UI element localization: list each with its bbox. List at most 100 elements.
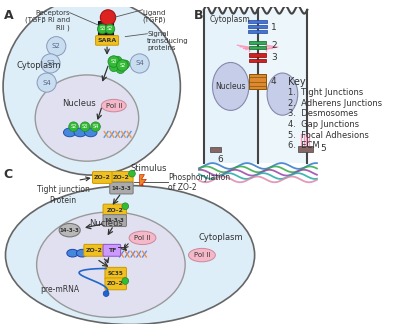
Text: ZO-2: ZO-2 (94, 175, 111, 180)
Text: S2: S2 (119, 63, 126, 68)
Text: ZO-2: ZO-2 (107, 281, 124, 286)
Circle shape (117, 60, 128, 71)
Text: ZO-2: ZO-2 (86, 248, 103, 253)
Circle shape (105, 24, 115, 34)
Text: 14-3-3: 14-3-3 (111, 185, 132, 191)
Text: S2: S2 (71, 124, 77, 129)
Circle shape (47, 37, 66, 56)
Ellipse shape (101, 99, 126, 112)
Circle shape (97, 24, 107, 34)
Text: Signal
transducing
proteins: Signal transducing proteins (147, 31, 189, 51)
Ellipse shape (67, 249, 78, 257)
Text: Tight junction
Protein: Tight junction Protein (36, 185, 89, 205)
Text: pre-mRNA: pre-mRNA (41, 285, 80, 294)
Bar (106, 21, 113, 38)
Circle shape (37, 73, 56, 92)
Circle shape (103, 291, 109, 297)
Circle shape (100, 10, 115, 25)
Circle shape (129, 170, 135, 177)
Text: Pol II: Pol II (105, 103, 122, 109)
Text: SC35: SC35 (108, 271, 124, 276)
Text: 6.  ECM: 6. ECM (288, 141, 320, 150)
Text: TF: TF (107, 248, 116, 253)
Circle shape (113, 56, 122, 65)
Bar (249, 53, 266, 57)
Bar (248, 30, 267, 33)
Ellipse shape (213, 63, 249, 111)
Text: Key: Key (288, 77, 306, 87)
Ellipse shape (59, 223, 80, 237)
Circle shape (122, 203, 129, 210)
FancyBboxPatch shape (103, 204, 126, 216)
Circle shape (80, 122, 90, 131)
Circle shape (109, 63, 118, 71)
Text: Receptors
(TGFβ RI and
RII ): Receptors (TGFβ RI and RII ) (24, 10, 70, 31)
FancyBboxPatch shape (105, 267, 126, 279)
Circle shape (91, 122, 100, 131)
Ellipse shape (188, 248, 215, 262)
Circle shape (122, 278, 129, 284)
Text: 5.  Focal Adhesions: 5. Focal Adhesions (288, 130, 369, 140)
Bar (248, 25, 267, 28)
Ellipse shape (74, 128, 87, 137)
FancyBboxPatch shape (110, 171, 133, 183)
Text: Cytoplasm: Cytoplasm (210, 15, 250, 24)
FancyBboxPatch shape (84, 244, 105, 256)
Ellipse shape (3, 0, 180, 175)
Text: S4: S4 (135, 61, 144, 67)
Ellipse shape (85, 128, 97, 137)
Text: S4: S4 (93, 124, 99, 129)
Text: Nucleus: Nucleus (63, 99, 96, 108)
Text: Pol II: Pol II (134, 235, 151, 241)
Ellipse shape (36, 212, 185, 317)
Polygon shape (140, 175, 146, 185)
Bar (248, 20, 267, 23)
Text: Nucleus: Nucleus (89, 219, 123, 228)
Bar (249, 59, 266, 63)
Text: 5: 5 (321, 144, 326, 153)
Text: S3: S3 (99, 26, 105, 31)
Text: ZO-2: ZO-2 (106, 208, 123, 213)
Circle shape (108, 56, 119, 67)
Bar (210, 147, 221, 152)
Text: Ligand
(TGFβ): Ligand (TGFβ) (142, 10, 166, 23)
Text: Stimulus: Stimulus (131, 164, 168, 173)
Circle shape (121, 60, 130, 69)
Ellipse shape (6, 186, 255, 325)
Text: B: B (194, 9, 204, 22)
Circle shape (116, 65, 125, 73)
Text: 1.  Tight Junctions: 1. Tight Junctions (288, 88, 363, 97)
Text: Cytoplasm: Cytoplasm (17, 61, 61, 70)
FancyBboxPatch shape (105, 278, 126, 290)
Text: ZO-2: ZO-2 (113, 175, 130, 180)
Bar (298, 146, 313, 152)
Text: S2: S2 (107, 26, 113, 31)
FancyBboxPatch shape (103, 244, 121, 256)
Text: Cytoplasm: Cytoplasm (199, 233, 243, 242)
Circle shape (41, 54, 60, 73)
Text: Phosphorylation
of ZO-2: Phosphorylation of ZO-2 (168, 172, 231, 192)
Text: 1: 1 (271, 24, 277, 32)
Text: 3: 3 (271, 53, 277, 62)
Bar (204, 10, 257, 163)
Text: 4.  Gap Junctions: 4. Gap Junctions (288, 120, 359, 129)
Ellipse shape (35, 75, 139, 161)
Text: A: A (4, 9, 13, 22)
Text: Pol II: Pol II (194, 252, 210, 258)
Text: S3: S3 (46, 61, 55, 67)
Text: 2: 2 (271, 41, 277, 50)
Text: 6: 6 (217, 155, 223, 164)
FancyBboxPatch shape (95, 36, 119, 45)
FancyBboxPatch shape (103, 215, 126, 226)
Bar (249, 46, 266, 49)
FancyBboxPatch shape (93, 171, 112, 183)
Text: Nucleus: Nucleus (215, 82, 246, 91)
Ellipse shape (129, 231, 156, 245)
Text: S4: S4 (43, 80, 51, 86)
Text: 4: 4 (271, 77, 277, 86)
Text: 14-3-3: 14-3-3 (60, 228, 80, 233)
Text: S3: S3 (82, 124, 88, 129)
Ellipse shape (63, 128, 76, 137)
Bar (98, 21, 105, 38)
Text: S3: S3 (111, 59, 117, 64)
